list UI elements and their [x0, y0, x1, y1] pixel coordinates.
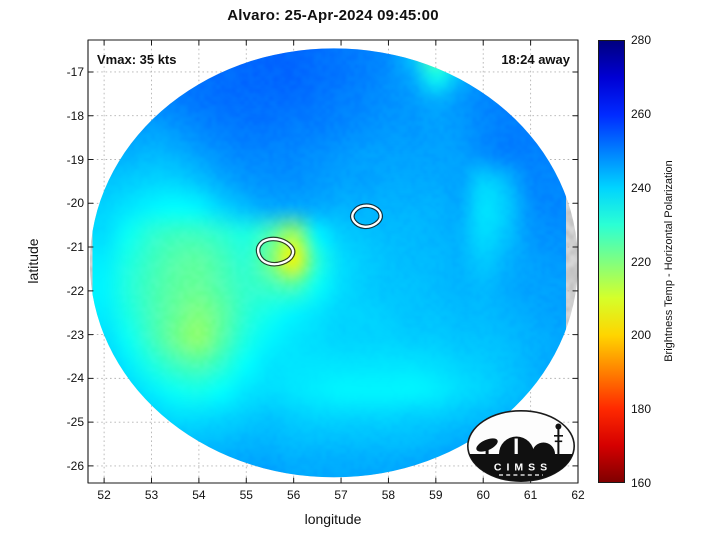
- y-tick-label: -26: [66, 458, 84, 473]
- x-tick-label: 53: [144, 488, 159, 502]
- x-tick-label: 56: [286, 488, 301, 502]
- y-tick-label: -25: [66, 415, 84, 430]
- colorbar-gradient: [598, 40, 625, 483]
- annotation-vmax: Vmax: 35 kts: [97, 52, 177, 67]
- annotation-eta: 18:24 away: [501, 52, 570, 67]
- x-tick-label: 58: [381, 488, 396, 502]
- tower-bar-icon: [554, 435, 563, 437]
- y-tick-label: -19: [66, 152, 84, 167]
- colorbar-tick-label: 200: [631, 328, 652, 343]
- x-tick-label: 60: [476, 488, 490, 502]
- cimss-logo-text: CIMSS: [494, 462, 552, 474]
- x-tick-label: 62: [571, 488, 585, 502]
- x-tick-label: 55: [239, 488, 253, 502]
- x-tick-label: 54: [192, 488, 206, 502]
- x-tick-label: 59: [429, 488, 443, 502]
- dish-mount-icon: [485, 446, 489, 455]
- y-tick-label: -17: [66, 64, 84, 79]
- colorbar-tick-label: 180: [631, 402, 652, 417]
- colorbar-tick-label: 220: [631, 254, 652, 269]
- tower-bar2-icon: [554, 440, 563, 443]
- y-tick-label: -23: [66, 327, 84, 342]
- dome-slit-icon: [514, 438, 518, 454]
- colorbar-tick-label: 240: [631, 180, 652, 195]
- x-axis-label: longitude: [304, 511, 362, 527]
- x-tick-label: 57: [334, 488, 348, 502]
- y-tick-label: -24: [66, 371, 84, 386]
- x-tick-label: 61: [523, 488, 538, 502]
- y-tick-label: -22: [66, 283, 84, 298]
- y-tick-label: -18: [66, 108, 84, 123]
- colorbar-tick-label: 160: [631, 476, 652, 490]
- y-axis-label: latitude: [25, 238, 41, 284]
- tower-top-icon: [555, 423, 562, 430]
- x-tick-label: 52: [97, 488, 111, 502]
- satellite-dish-icon: [476, 438, 498, 452]
- cimss-logo: CIMSS: [466, 409, 576, 483]
- chart-title: Alvaro: 25-Apr-2024 09:45:00: [227, 7, 439, 24]
- y-tick-label: -20: [66, 196, 84, 211]
- y-tick-label: -21: [66, 240, 84, 255]
- small-dome-icon: [532, 442, 555, 454]
- colorbar-tick-label: 260: [631, 106, 652, 121]
- colorbar-tick-label: 280: [631, 33, 652, 47]
